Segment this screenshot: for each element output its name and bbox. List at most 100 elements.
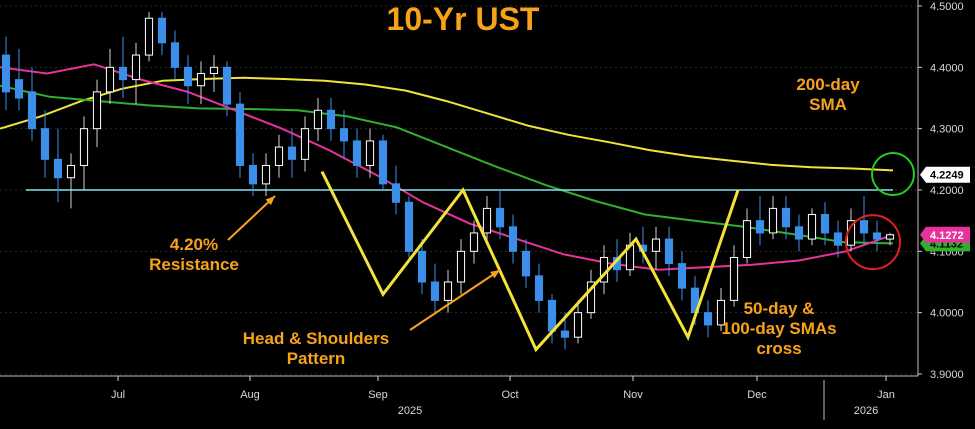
x-tick-label: Dec — [747, 389, 767, 401]
candle-down — [326, 109, 336, 130]
candle-down — [833, 232, 843, 246]
y-tick-label: 4.3000 — [930, 124, 964, 136]
candle-down — [872, 232, 882, 240]
candle-up — [768, 207, 778, 234]
sma-50-tag-label: 4.1272 — [930, 230, 964, 242]
x-tick-label: Nov — [623, 389, 643, 401]
y-tick-label: 4.1000 — [930, 246, 964, 258]
candle-up — [469, 232, 479, 252]
candle-up — [79, 128, 89, 166]
candle-down — [794, 226, 804, 240]
x-year-label: 2025 — [398, 405, 422, 417]
candle-down — [430, 281, 440, 301]
sma-cross-annotation: 50-day & 100-day SMAs cross — [721, 299, 836, 358]
chart-title: 10-Yr UST — [387, 1, 540, 37]
sma-50-line — [0, 63, 894, 271]
candle-down — [157, 17, 167, 44]
candle-up — [742, 220, 752, 258]
y-tick-label: 3.9000 — [930, 369, 964, 381]
candle-down — [378, 140, 388, 185]
resistance-arrow-head — [265, 196, 275, 206]
candle-up — [209, 66, 219, 74]
y-tick-label: 4.0000 — [930, 308, 964, 320]
candle-up — [313, 109, 323, 130]
candle-up — [651, 238, 661, 252]
candle-up — [573, 312, 583, 338]
candle-down — [339, 128, 349, 142]
y-tick-label: 4.4000 — [930, 62, 964, 74]
candle-down — [248, 164, 258, 185]
candle-down — [287, 146, 297, 160]
candle-up — [456, 250, 466, 283]
candle-down — [859, 220, 869, 234]
candle-down — [14, 79, 24, 99]
x-tick-label: Oct — [501, 389, 518, 401]
candle-up — [92, 91, 102, 130]
green-circle — [871, 152, 915, 197]
candle-down — [534, 275, 544, 301]
candle-down — [547, 299, 557, 332]
y-axis: 4.5000 4.4000 4.3000 4.2000 4.1000 4.0000 3.90… — [918, 1, 964, 381]
candle-down — [352, 140, 362, 166]
candle-up — [300, 128, 310, 160]
candle-down — [508, 226, 518, 252]
price-tag-label: 4.2249 — [930, 170, 964, 182]
candle-up — [365, 140, 375, 166]
candle-down — [664, 238, 674, 265]
candle-up — [885, 234, 895, 240]
candle-down — [118, 66, 128, 81]
head-shoulders-zigzag — [320, 170, 740, 353]
sma200-annotation: 200-day SMA — [796, 75, 860, 114]
candle-down — [183, 66, 193, 87]
candle-up — [131, 54, 141, 81]
candle-up — [443, 281, 453, 301]
candle-down — [235, 103, 245, 166]
candle-up — [716, 299, 726, 326]
sma-200-series — [0, 76, 894, 172]
candle-down — [677, 263, 687, 289]
candle-down — [417, 250, 427, 283]
candle-down — [170, 42, 180, 68]
candles — [1, 12, 895, 350]
candle-down — [27, 91, 37, 130]
candle-up — [196, 72, 206, 87]
candle-up — [586, 281, 596, 314]
candle-down — [560, 330, 570, 338]
head-shoulders-annotation: Head & Shoulders Pattern — [243, 329, 389, 368]
pattern-arrow-head — [490, 270, 500, 279]
x-tick-label: Aug — [240, 389, 260, 401]
annotation-overlays — [227, 152, 915, 331]
x-year-label: 2026 — [854, 405, 878, 417]
head-shoulders-pattern — [320, 170, 740, 353]
resistance-annotation: 4.20% Resistance — [149, 235, 239, 274]
x-tick-label: Sep — [368, 389, 388, 401]
annotations: 200-day SMA 4.20% Resistance Head & Shoulder… — [149, 75, 860, 368]
pattern-arrow-shaft — [409, 269, 501, 331]
x-tick-label: Jul — [111, 389, 125, 401]
candle-up — [105, 66, 115, 93]
x-axis: Jul Aug Sep Oct Nov Dec Jan 2025 2026 — [111, 376, 895, 417]
candle-up — [66, 164, 76, 179]
red-circle — [845, 214, 901, 271]
candle-down — [222, 66, 232, 105]
candle-down — [1, 54, 11, 93]
price-tag-bg — [920, 166, 970, 183]
candle-down — [391, 183, 401, 203]
candle-up — [807, 214, 817, 240]
sma-200-line — [0, 76, 894, 172]
candle-down — [703, 312, 713, 326]
candle-down — [755, 220, 765, 234]
candle-down — [521, 250, 531, 277]
candle-down — [781, 207, 791, 228]
x-tick-label: Jan — [877, 389, 895, 401]
y-tick-label: 4.2000 — [930, 185, 964, 197]
sma-50-series — [0, 63, 894, 271]
candle-down — [53, 158, 63, 179]
axis-frame — [0, 0, 919, 420]
resistance-arrow-shaft — [227, 195, 276, 241]
candle-up — [274, 146, 284, 166]
sma-50-tag-bg — [920, 226, 970, 243]
candle-down — [404, 201, 414, 252]
